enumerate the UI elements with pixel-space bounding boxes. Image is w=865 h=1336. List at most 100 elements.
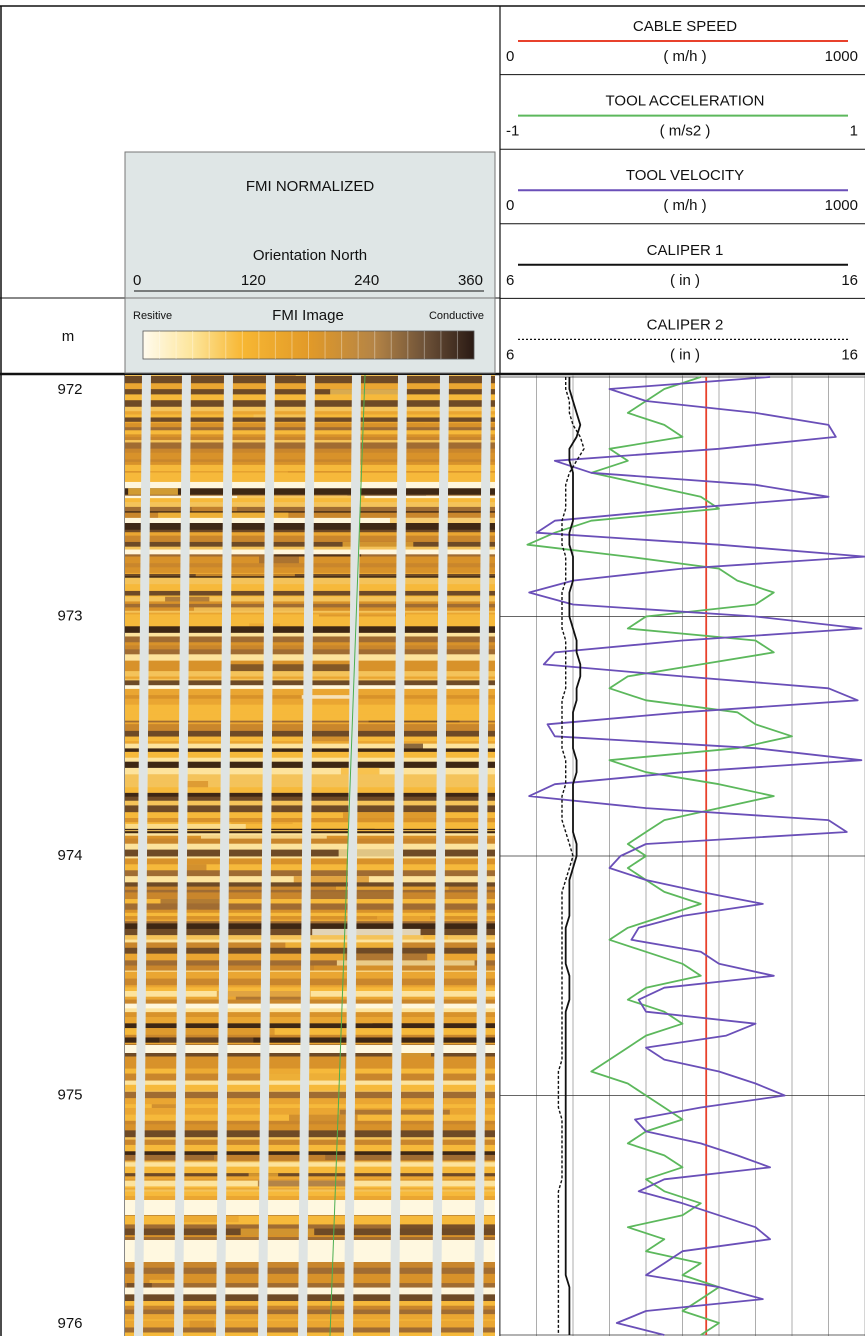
fmi-band bbox=[125, 1107, 495, 1111]
fmi-band bbox=[125, 1109, 495, 1116]
fmi-pad-gap bbox=[432, 375, 449, 1336]
curve-unit: ( m/h ) bbox=[663, 48, 706, 65]
fmi-band bbox=[125, 1137, 495, 1141]
fmi-band bbox=[125, 1305, 495, 1311]
fmi-band-patch bbox=[189, 1320, 215, 1328]
fmi-band bbox=[125, 1186, 495, 1189]
curve-scale-max: 1 bbox=[850, 123, 858, 140]
fmi-band-patch bbox=[396, 743, 423, 749]
fmi-band-patch bbox=[194, 607, 311, 612]
fmi-band-patch bbox=[195, 574, 295, 577]
fmi-band bbox=[125, 1080, 495, 1086]
fmi-band-patch bbox=[340, 767, 380, 775]
curve-unit: ( in ) bbox=[670, 346, 700, 363]
fmi-band bbox=[125, 1023, 495, 1029]
fmi-band-patch bbox=[338, 849, 398, 857]
fmi-band-patch bbox=[253, 414, 309, 418]
fmi-band bbox=[125, 1012, 495, 1018]
fmi-band bbox=[125, 1151, 495, 1156]
fmi-band bbox=[125, 1224, 495, 1230]
depth-label: 974 bbox=[57, 847, 82, 864]
fmi-band bbox=[125, 1056, 495, 1063]
curve-name: CABLE SPEED bbox=[633, 18, 737, 35]
fmi-band-patch bbox=[312, 928, 421, 936]
curve-name: CALIPER 2 bbox=[647, 316, 724, 333]
fmi-band-patch bbox=[151, 1104, 179, 1109]
fmi-band-patch bbox=[274, 554, 362, 558]
fmi-band bbox=[125, 1160, 495, 1162]
fmi-band bbox=[125, 1235, 495, 1238]
fmi-band bbox=[125, 1061, 495, 1070]
fmi-band bbox=[125, 1273, 495, 1281]
curve-name: CALIPER 1 bbox=[647, 242, 724, 259]
fmi-band bbox=[125, 1098, 495, 1105]
fmi-band-patch bbox=[314, 965, 403, 972]
fmi-band bbox=[125, 1279, 495, 1284]
fmi-band bbox=[125, 1179, 495, 1182]
fmi-band bbox=[125, 1173, 495, 1177]
fmi-band-patch bbox=[389, 517, 495, 524]
fmi-band-patch bbox=[191, 506, 237, 512]
fmi-pad-gap bbox=[390, 375, 407, 1336]
fmi-band bbox=[125, 1320, 495, 1328]
fmi-band-patch bbox=[301, 695, 350, 700]
fmi-band bbox=[125, 1003, 495, 1009]
fmi-band bbox=[125, 1018, 495, 1024]
fmi-band bbox=[125, 1166, 495, 1174]
fmi-band bbox=[125, 1124, 495, 1131]
fmi-band bbox=[125, 1084, 495, 1088]
fmi-band-patch bbox=[330, 389, 407, 395]
fmi-band-patch bbox=[235, 996, 308, 1001]
fmi-band bbox=[125, 978, 495, 986]
curve-unit: ( in ) bbox=[670, 272, 700, 289]
fmi-band bbox=[125, 1314, 495, 1320]
fmi-band bbox=[125, 1008, 495, 1013]
orientation-tick-label: 0 bbox=[133, 272, 141, 289]
fmi-band bbox=[125, 1332, 495, 1336]
curve-name: TOOL VELOCITY bbox=[626, 167, 744, 184]
fmi-band-patch bbox=[174, 1215, 239, 1223]
fmi-band bbox=[125, 1287, 495, 1295]
curve-unit: ( m/h ) bbox=[663, 197, 706, 214]
fmi-pad-gap bbox=[134, 375, 151, 1336]
fmi-pad-gap bbox=[174, 375, 191, 1336]
curve-scale-min: -1 bbox=[506, 123, 519, 140]
fmi-band-patch bbox=[318, 614, 406, 617]
fmi-band bbox=[125, 985, 495, 988]
conductive-label: Conductive bbox=[429, 310, 484, 322]
fmi-header: FMI NORMALIZED Orientation North Resitiv… bbox=[124, 151, 496, 374]
fmi-band-patch bbox=[345, 953, 428, 961]
curve-scale-min: 6 bbox=[506, 346, 514, 363]
fmi-pad-gap bbox=[474, 375, 491, 1336]
curve-name: TOOL ACCELERATION bbox=[606, 93, 765, 110]
fmi-band-patch bbox=[180, 1068, 301, 1075]
fmi-band-patch bbox=[335, 886, 449, 891]
fmi-band bbox=[125, 1189, 495, 1193]
fmi-band bbox=[125, 1176, 495, 1181]
fmi-band-patch bbox=[240, 1228, 315, 1236]
fmi-band-patch bbox=[184, 781, 209, 788]
fmi-band-patch bbox=[347, 494, 427, 497]
curve-scale-max: 16 bbox=[841, 272, 858, 289]
curve-track bbox=[500, 375, 865, 1336]
fmi-band bbox=[125, 1034, 495, 1038]
fmi-band-patch bbox=[289, 1114, 358, 1122]
fmi-band bbox=[125, 1028, 495, 1036]
fmi-pad-gap bbox=[216, 375, 233, 1336]
curve-scale-min: 0 bbox=[506, 197, 514, 214]
fmi-band bbox=[125, 1237, 495, 1243]
fmi-band bbox=[125, 1195, 495, 1202]
fmi-band-patch bbox=[342, 541, 414, 548]
fmi-band-patch bbox=[188, 375, 296, 377]
fmi-band bbox=[125, 1262, 495, 1269]
fmi-band bbox=[125, 1051, 495, 1058]
fmi-bright-bed bbox=[125, 1045, 495, 1053]
fmi-band-patch bbox=[149, 1279, 182, 1284]
fmi-band bbox=[125, 1327, 495, 1334]
fmi-band bbox=[125, 1139, 495, 1146]
fmi-band bbox=[125, 1087, 495, 1092]
resistive-label: Resitive bbox=[133, 310, 172, 322]
curve bbox=[557, 377, 585, 1335]
north-line bbox=[329, 375, 366, 1336]
